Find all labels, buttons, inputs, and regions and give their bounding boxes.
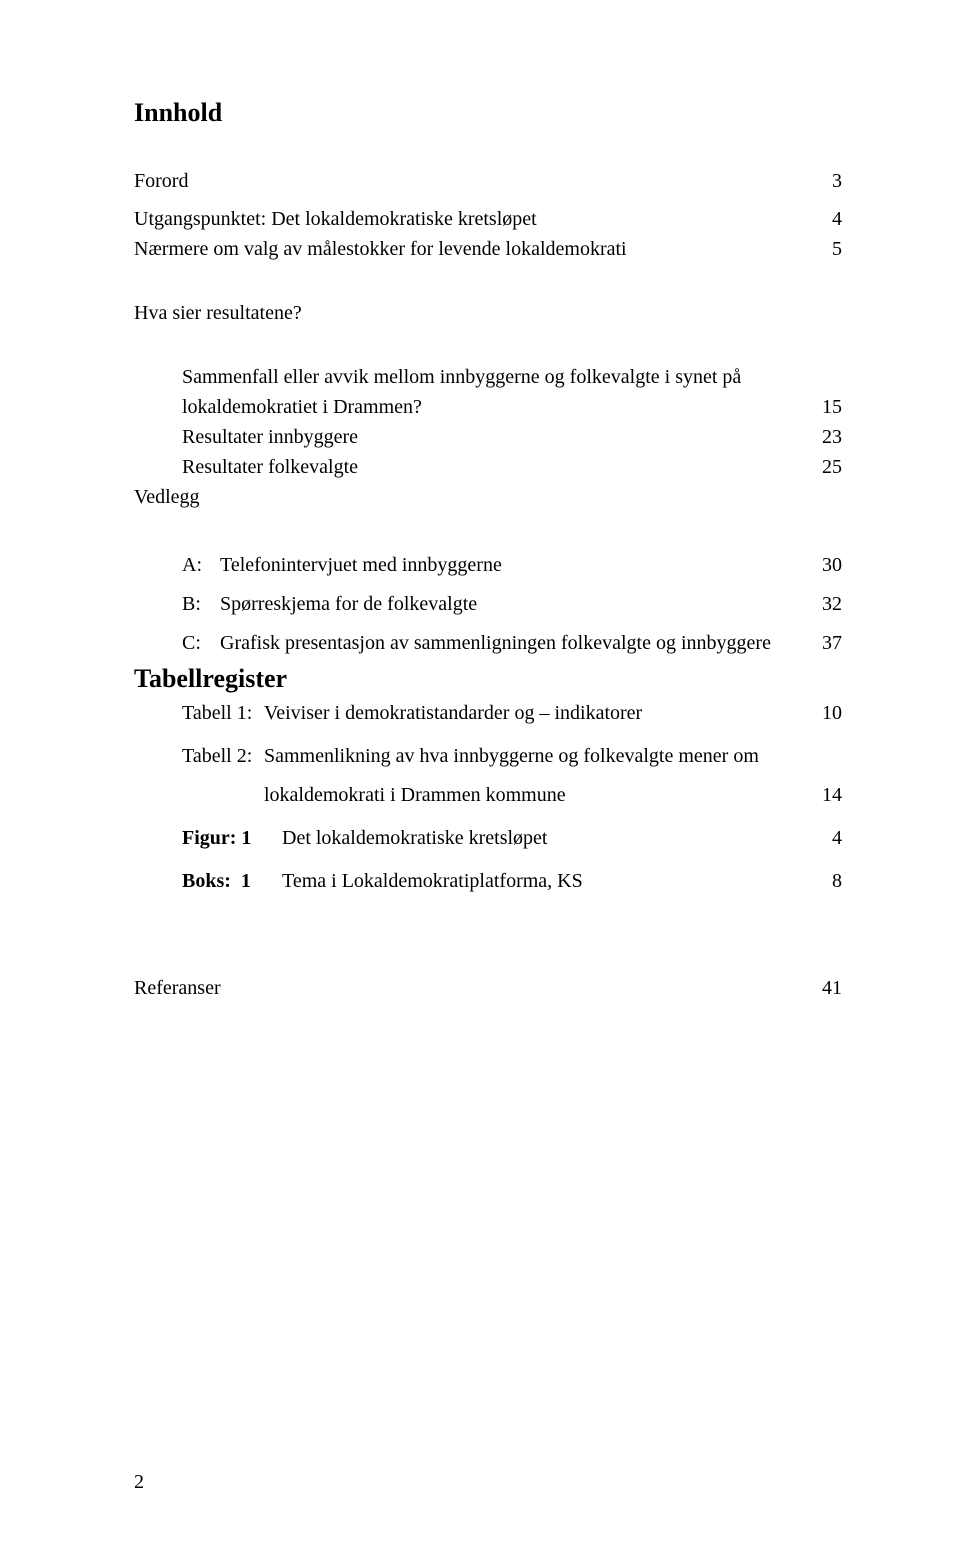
boks-page: 8 [802, 866, 842, 897]
figur-1: Figur: 1 Det lokaldemokratiske kretsløpe… [134, 823, 842, 854]
tabell-label: Tabell 2: [182, 741, 264, 772]
appendix-enum: A: [182, 546, 220, 585]
appendix-a: A: Telefonintervjuet med innbyggerne 30 [134, 546, 842, 585]
appendix-c: C: Grafisk presentasjon av sammenligning… [134, 624, 842, 663]
appendix-b: B: Spørreskjema for de folkevalgte 32 [134, 585, 842, 624]
toc-label: Forord [134, 166, 802, 196]
appendix-text: Spørreskjema for de folkevalgte [220, 585, 802, 624]
toc-label: Referanser [134, 973, 802, 1003]
appendix-enum: C: [182, 624, 220, 663]
toc-entry-forord: Forord 3 [134, 166, 842, 196]
toc-label: Vedlegg [134, 482, 842, 512]
tabell-label: Tabell 1: [182, 698, 264, 729]
tabell-1: Tabell 1: Veiviser i demokratistandarder… [134, 698, 842, 729]
tabell-page: 14 [802, 780, 842, 811]
toc-page: 4 [802, 204, 842, 234]
toc-entry-resultater-innbyggere: Resultater innbyggere 23 [134, 422, 842, 452]
toc-label-line2: lokaldemokratiet i Drammen? [182, 392, 802, 422]
footer-page-number: 2 [134, 1471, 144, 1494]
toc-label: Resultater folkevalgte [182, 452, 802, 482]
toc-page: 5 [802, 234, 842, 264]
appendix-page: 37 [802, 624, 842, 663]
toc-heading: Innhold [134, 98, 842, 128]
toc-page: 25 [802, 452, 842, 482]
figur-text: Det lokaldemokratiske kretsløpet [282, 823, 802, 854]
toc-page: 15 [802, 392, 842, 422]
boks-text: Tema i Lokaldemokratiplatforma, KS [282, 866, 802, 897]
toc-entry-sammenfall: Sammenfall eller avvik mellom innbyggern… [134, 362, 842, 422]
boks-1: Boks: 1 Tema i Lokaldemokratiplatforma, … [134, 866, 842, 897]
tabell-page: 10 [802, 698, 842, 729]
toc-entry-hva-sier: Hva sier resultatene? [134, 298, 842, 328]
toc-entry-resultater-folkevalgte: Resultater folkevalgte 25 [134, 452, 842, 482]
appendix-page: 30 [802, 546, 842, 585]
toc-label-line1: Sammenfall eller avvik mellom innbyggern… [182, 362, 842, 392]
toc-label: Resultater innbyggere [182, 422, 802, 452]
toc-page: 41 [802, 973, 842, 1003]
figur-label: Figur: 1 [182, 823, 282, 854]
appendix-text: Telefonintervjuet med innbyggerne [220, 546, 802, 585]
tabell-text-line1: Sammenlikning av hva innbyggerne og folk… [264, 741, 802, 772]
toc-label: Nærmere om valg av målestokker for leven… [134, 234, 802, 264]
toc-label: Hva sier resultatene? [134, 298, 842, 328]
tabellregister-heading: Tabellregister [134, 663, 842, 694]
toc-entry-utgangspunktet: Utgangspunktet: Det lokaldemokratiske kr… [134, 204, 842, 234]
appendix-text: Grafisk presentasjon av sammenligningen … [220, 624, 802, 663]
toc-entry-vedlegg: Vedlegg [134, 482, 842, 512]
appendix-page: 32 [802, 585, 842, 624]
appendix-enum: B: [182, 585, 220, 624]
toc-label: Utgangspunktet: Det lokaldemokratiske kr… [134, 204, 802, 234]
tabell-text-line2: lokaldemokrati i Drammen kommune [264, 780, 802, 811]
toc-page: 3 [802, 166, 842, 196]
page: Innhold Forord 3 Utgangspunktet: Det lok… [0, 0, 960, 1568]
tabell-2: Tabell 2: Sammenlikning av hva innbygger… [134, 741, 842, 811]
boks-label: Boks: 1 [182, 866, 282, 897]
toc-page: 23 [802, 422, 842, 452]
figur-page: 4 [802, 823, 842, 854]
toc-entry-naermere: Nærmere om valg av målestokker for leven… [134, 234, 842, 264]
toc-entry-referanser: Referanser 41 [134, 973, 842, 1003]
tabell-text: Veiviser i demokratistandarder og – indi… [264, 698, 802, 729]
